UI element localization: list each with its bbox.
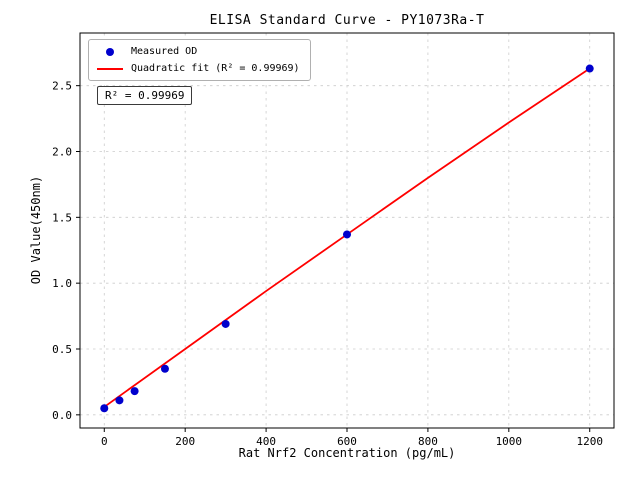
legend-label-measured-od: Measured OD	[131, 46, 198, 57]
x-axis-label: Rat Nrf2 Concentration (pg/mL)	[238, 446, 456, 460]
legend-marker-cell	[97, 47, 123, 56]
data-point	[100, 404, 109, 413]
legend-item-measured-od: Measured OD	[97, 46, 300, 57]
y-tick-label: 0.0	[52, 409, 72, 422]
y-tick-label: 1.5	[52, 211, 72, 224]
y-tick-label: 2.5	[52, 80, 72, 93]
chart-title: ELISA Standard Curve - PY1073Ra-T	[209, 13, 485, 28]
axis-ticks: 0 200 400 600 800 1000 1200 0.0 0.5 1.0 1.5 2.0 2.5	[52, 80, 603, 448]
y-tick-label: 0.5	[52, 343, 72, 356]
legend-item-quadratic-fit: Quadratic fit (R² = 0.99969)	[97, 63, 300, 74]
x-tick-label: 0	[101, 435, 108, 448]
x-tick-label: 200	[175, 435, 195, 448]
x-tick-label: 800	[418, 435, 438, 448]
scatter-marker-icon	[106, 47, 114, 56]
x-tick-label: 1200	[576, 435, 603, 448]
y-tick-label: 1.0	[52, 277, 72, 290]
y-tick-label: 2.0	[52, 146, 72, 159]
data-point	[130, 387, 139, 396]
r-squared-annotation: R² = 0.99969	[97, 86, 193, 105]
x-tick-label: 1000	[496, 435, 523, 448]
scatter-points	[100, 64, 594, 413]
x-tick-label: 400	[256, 435, 276, 448]
data-point	[343, 230, 351, 239]
data-point	[221, 319, 230, 328]
x-tick-label: 600	[337, 435, 357, 448]
data-point	[585, 64, 594, 73]
data-point	[160, 364, 169, 373]
legend-label-quadratic-fit: Quadratic fit (R² = 0.99969)	[131, 63, 300, 74]
legend: Measured OD Quadratic fit (R² = 0.99969)	[88, 39, 311, 81]
line-marker-icon	[97, 67, 123, 70]
gridlines	[80, 33, 614, 428]
y-axis-label: OD Value(450nm)	[29, 175, 43, 285]
legend-marker-cell	[97, 67, 123, 70]
data-point	[115, 396, 124, 405]
